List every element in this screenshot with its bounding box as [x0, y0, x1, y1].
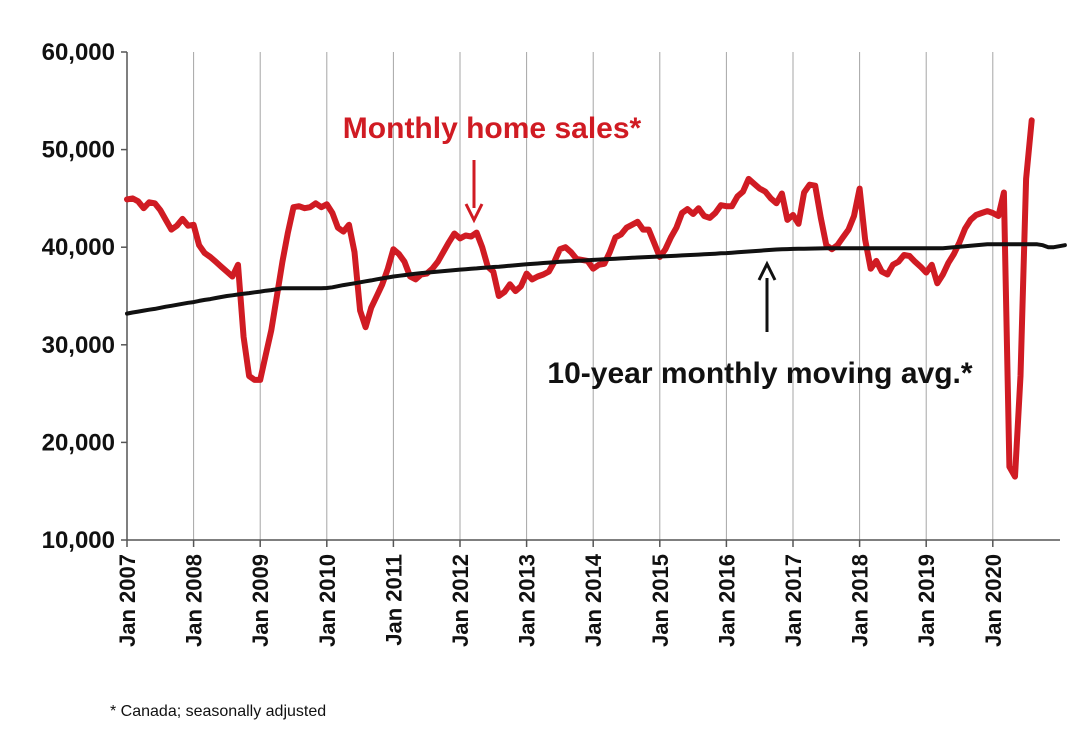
x-tick-label: Jan 2018 [848, 554, 873, 647]
monthly-home-sales-line [124, 117, 1035, 480]
x-tick-label: Jan 2017 [781, 554, 806, 647]
x-tick-label: Jan 2020 [981, 554, 1006, 647]
y-tick-label: 40,000 [42, 234, 115, 261]
series-group [124, 117, 1067, 480]
y-tick-label: 30,000 [42, 332, 115, 359]
x-tick-label: Jan 2009 [248, 554, 273, 647]
x-tick-label: Jan 2013 [515, 554, 540, 647]
monthly-home-sales-annotation: Monthly home sales* [343, 112, 642, 145]
average-annotation-arrow [757, 260, 777, 332]
footnote: * Canada; seasonally adjusted [110, 703, 327, 720]
y-tick-label: 50,000 [42, 137, 115, 164]
y-axis-ticks: 10,000 20,000 30,000 40,000 50,000 60,000 [42, 39, 127, 554]
y-tick-label: 20,000 [42, 429, 115, 456]
x-tick-label: Jan 2014 [581, 553, 606, 647]
x-tick-label: Jan 2008 [182, 554, 207, 647]
x-tick-label: Jan 2011 [381, 554, 406, 646]
x-tick-label: Jan 2016 [714, 554, 739, 647]
moving-average-annotation: 10-year monthly moving avg.* [547, 357, 972, 390]
y-tick-label: 10,000 [42, 527, 115, 554]
x-axis-ticks: Jan 2007 Jan 2008 Jan 2009 Jan 2010 Jan 2011… [115, 540, 1006, 647]
x-tick-label: Jan 2010 [315, 554, 340, 647]
x-tick-label: Jan 2015 [648, 554, 673, 647]
sales-annotation-arrow [464, 160, 484, 224]
vertical-grid [193, 52, 994, 540]
y-tick-label: 60,000 [42, 39, 115, 66]
x-tick-label: Jan 2012 [448, 554, 473, 647]
x-tick-label: Jan 2019 [914, 554, 939, 647]
x-tick-label: Jan 2007 [115, 554, 140, 647]
moving-average-line [125, 242, 1067, 316]
